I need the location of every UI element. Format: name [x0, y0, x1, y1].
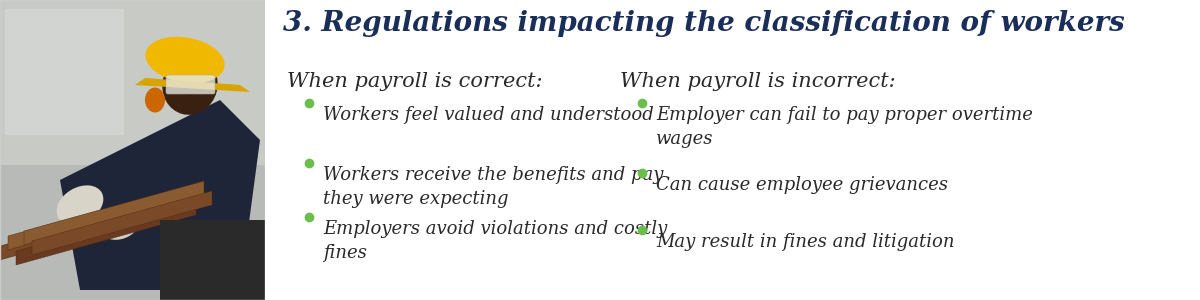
Text: 3. Regulations impacting the classification of workers: 3. Regulations impacting the classificat… [283, 10, 1124, 37]
FancyBboxPatch shape [5, 9, 125, 135]
FancyBboxPatch shape [265, 0, 1200, 300]
FancyBboxPatch shape [166, 75, 215, 94]
Text: When payroll is incorrect:: When payroll is incorrect: [620, 72, 895, 91]
Ellipse shape [162, 55, 217, 115]
Ellipse shape [101, 210, 139, 240]
Polygon shape [8, 186, 188, 250]
Text: When payroll is correct:: When payroll is correct: [287, 72, 542, 91]
FancyBboxPatch shape [0, 0, 265, 300]
Text: Employer can fail to pay proper overtime
wages: Employer can fail to pay proper overtime… [656, 106, 1033, 148]
Polygon shape [0, 196, 180, 260]
Ellipse shape [145, 37, 224, 83]
Text: Workers feel valued and understood: Workers feel valued and understood [323, 106, 654, 124]
FancyBboxPatch shape [0, 0, 265, 165]
Polygon shape [32, 191, 212, 255]
Text: Workers receive the benefits and pay
they were expecting: Workers receive the benefits and pay the… [323, 166, 664, 208]
Polygon shape [16, 201, 196, 265]
Polygon shape [60, 100, 260, 290]
Polygon shape [134, 78, 250, 92]
FancyBboxPatch shape [160, 220, 265, 300]
Ellipse shape [145, 88, 166, 112]
Text: Employers avoid violations and costly
fines: Employers avoid violations and costly fi… [323, 220, 667, 262]
Text: Can cause employee grievances: Can cause employee grievances [656, 176, 948, 194]
Ellipse shape [56, 185, 103, 225]
Text: May result in fines and litigation: May result in fines and litigation [656, 233, 954, 251]
Polygon shape [24, 181, 204, 245]
Polygon shape [60, 170, 160, 240]
